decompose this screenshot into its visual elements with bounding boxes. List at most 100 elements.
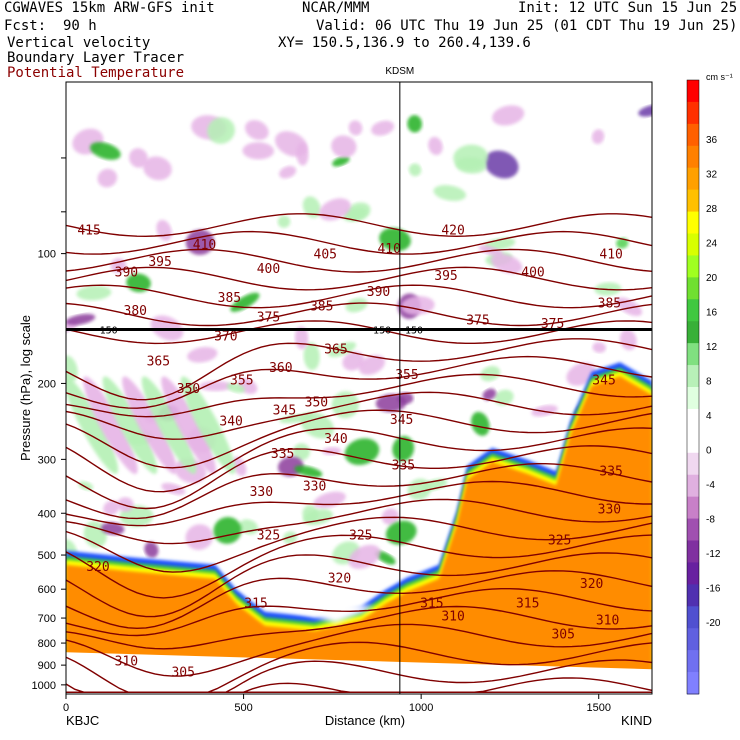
theta-label: 395 bbox=[434, 269, 457, 284]
theta-label: 355 bbox=[395, 368, 418, 383]
colorbar-swatch bbox=[687, 343, 699, 366]
colorbar-swatch bbox=[687, 255, 699, 278]
velocity-cell bbox=[379, 227, 411, 252]
pressure-150-label: 150 bbox=[405, 326, 423, 337]
y-tick-label: 900 bbox=[38, 660, 56, 672]
theta-label: 375 bbox=[466, 313, 489, 328]
theta-contour bbox=[66, 588, 652, 637]
theta-contour bbox=[66, 463, 652, 520]
y-tick-label: 200 bbox=[38, 378, 56, 390]
velocity-cell bbox=[492, 105, 525, 126]
theta-contour bbox=[66, 213, 652, 238]
theta-label: 310 bbox=[596, 613, 619, 628]
theta-contour bbox=[66, 409, 652, 469]
theta-label: 385 bbox=[598, 297, 621, 312]
colorbar-tick-label: 20 bbox=[706, 273, 718, 284]
velocity-cell bbox=[90, 142, 121, 160]
colorbar-swatch bbox=[687, 650, 699, 673]
colorbar-tick-label: -16 bbox=[706, 584, 721, 595]
velocity-cell bbox=[76, 285, 112, 301]
theta-contour bbox=[66, 445, 652, 510]
left-station-label: KBJC bbox=[66, 713, 99, 728]
velocity-cell bbox=[638, 104, 652, 117]
colorbar-swatch bbox=[687, 628, 699, 651]
colorbar-swatch bbox=[687, 606, 699, 629]
pressure-150-line: 150 150 150 bbox=[66, 326, 652, 337]
x-axis-label: Distance (km) bbox=[325, 713, 405, 728]
velocity-cell bbox=[303, 342, 320, 371]
colorbar-tick-label: -12 bbox=[706, 549, 721, 560]
field-potential-temperature: Potential Temperature bbox=[7, 65, 185, 81]
x-tick-label: 0 bbox=[63, 702, 69, 714]
theta-label: 315 bbox=[244, 597, 267, 612]
theta-label: 375 bbox=[257, 311, 280, 326]
colorbar-swatch bbox=[687, 123, 699, 147]
colorbar-tick-label: 8 bbox=[706, 377, 712, 388]
colorbar-swatch bbox=[687, 584, 699, 607]
fcst-value: 90 h bbox=[63, 18, 97, 34]
y-axis-label: Pressure (hPa), log scale bbox=[18, 315, 33, 461]
pressure-150-label: 150 bbox=[373, 326, 391, 337]
x-tick-label: 1500 bbox=[586, 702, 610, 714]
velocity-cell bbox=[242, 142, 275, 160]
velocity-cell bbox=[277, 215, 291, 228]
theta-label: 385 bbox=[218, 291, 241, 306]
velocity-cell bbox=[66, 313, 96, 326]
theta-label: 345 bbox=[592, 374, 615, 389]
colorbar-tick-label: 32 bbox=[706, 170, 718, 181]
velocity-cell bbox=[302, 196, 321, 218]
velocity-cell bbox=[400, 296, 435, 315]
velocity-cell bbox=[180, 376, 236, 475]
theta-contour bbox=[66, 355, 652, 409]
velocity-cell bbox=[187, 346, 218, 363]
velocity-cell bbox=[144, 541, 159, 558]
theta-label: 340 bbox=[324, 432, 347, 447]
velocity-cell bbox=[226, 382, 245, 393]
colorbar-swatch bbox=[687, 474, 699, 498]
x-tick-label: 1000 bbox=[409, 702, 433, 714]
velocity-cell bbox=[274, 131, 308, 157]
velocity-cell bbox=[371, 120, 395, 136]
colorbar-swatch bbox=[687, 408, 699, 432]
theta-label: 345 bbox=[390, 413, 413, 428]
theta-label: 400 bbox=[257, 262, 280, 277]
colorbar-tick-label: 12 bbox=[706, 342, 718, 353]
velocity-cell bbox=[129, 148, 148, 168]
tracer-gap bbox=[243, 592, 375, 624]
theta-contour bbox=[66, 230, 652, 255]
right-station-label: KIND bbox=[621, 713, 652, 728]
theta-label: 325 bbox=[349, 528, 372, 543]
velocity-cell bbox=[161, 376, 216, 475]
theta-label: 385 bbox=[310, 300, 333, 315]
colorbar-swatch bbox=[687, 496, 699, 520]
velocity-cell bbox=[407, 115, 423, 133]
velocity-cell bbox=[358, 355, 386, 375]
theta-label: 325 bbox=[257, 528, 280, 543]
theta-contour bbox=[66, 552, 652, 618]
y-tick-label: 800 bbox=[38, 638, 56, 650]
theta-contour bbox=[66, 373, 652, 418]
velocity-cell bbox=[97, 168, 118, 188]
theta-label: 400 bbox=[521, 265, 544, 280]
colorbar-swatch bbox=[687, 80, 699, 103]
y-tick-label: 100 bbox=[38, 249, 56, 261]
velocity-cell bbox=[484, 150, 519, 179]
colorbar-swatch bbox=[687, 101, 699, 125]
theta-label: 320 bbox=[328, 571, 351, 586]
colorbar-swatch bbox=[687, 189, 699, 213]
velocity-cell bbox=[344, 438, 380, 466]
velocity-cell bbox=[328, 341, 357, 358]
fcst-label: Fcst: bbox=[4, 18, 47, 34]
terrain bbox=[66, 652, 652, 694]
theta-label: 370 bbox=[214, 330, 237, 345]
colorbar-tick-label: -8 bbox=[706, 515, 715, 526]
colorbar: cm s⁻¹ 36 32 28 24 20 16 12 8 4 0 -4 -8 -12 -16 -20 bbox=[686, 72, 733, 695]
colorbar-swatch bbox=[687, 430, 699, 454]
colorbar-swatch bbox=[687, 518, 699, 541]
colorbar-frame bbox=[686, 79, 700, 695]
velocity-cell bbox=[397, 392, 414, 405]
colorbar-swatch bbox=[687, 672, 699, 695]
velocity-cell bbox=[143, 156, 172, 181]
theta-label: 410 bbox=[377, 242, 400, 257]
